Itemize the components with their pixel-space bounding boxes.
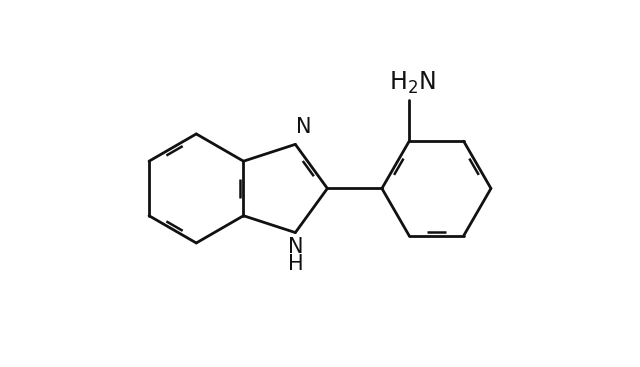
Text: N: N xyxy=(296,117,312,137)
Text: H$_2$N: H$_2$N xyxy=(389,70,435,97)
Text: N: N xyxy=(287,237,303,257)
Text: H: H xyxy=(287,254,303,275)
